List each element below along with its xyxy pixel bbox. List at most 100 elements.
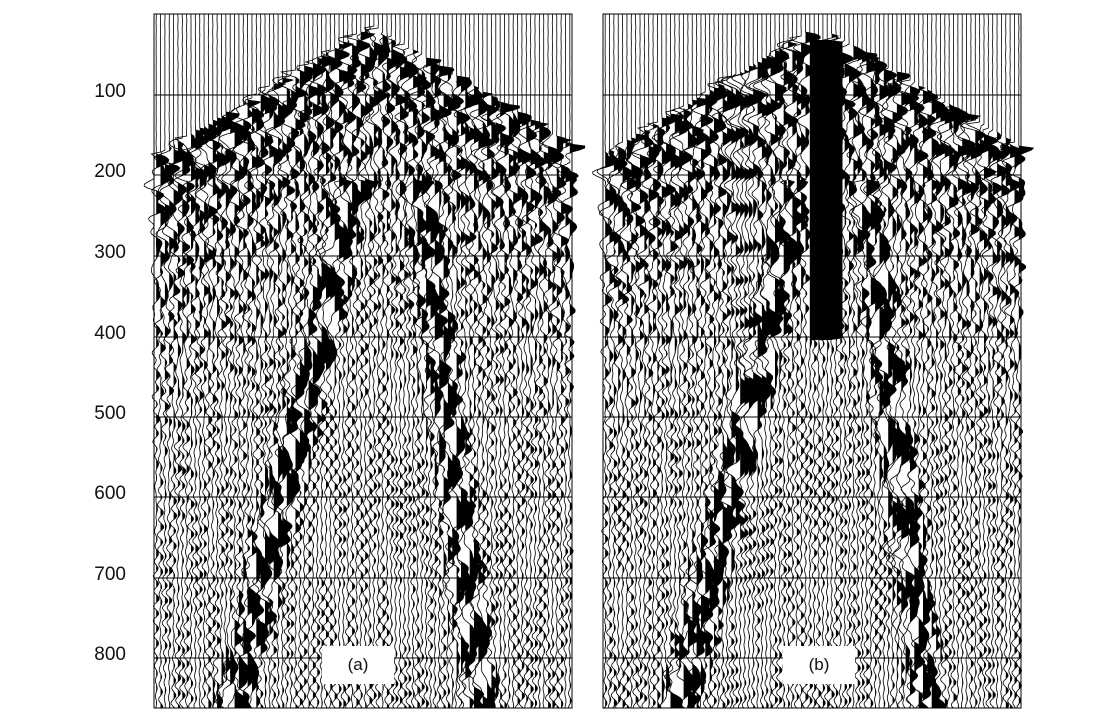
seismic-trace [838,13,862,709]
seismic-trace [150,14,171,709]
trace-fill [910,14,920,708]
time-tick-label-700: 700 [94,564,126,585]
trace-fill [186,14,195,708]
seismic-trace [939,13,964,709]
seismic-trace [421,14,449,709]
seismic-trace [706,13,730,709]
trace-fill [866,14,881,708]
trace-fill [618,14,627,708]
seismic-trace [510,14,534,709]
seismic-trace [983,13,1006,709]
seismic-trace [764,13,791,709]
seismic-trace [742,14,768,709]
seismic-trace [329,14,357,709]
trace-fill [992,14,1005,708]
seismic-trace [731,14,757,709]
trace-fill [674,14,687,708]
time-tick-label-500: 500 [94,403,126,424]
seismic-trace [825,13,845,709]
seismic-trace [928,14,952,709]
seismic-trace [716,13,744,709]
seismic-trace [168,13,189,709]
time-tick-label-100: 100 [94,81,126,102]
seismic-trace [1000,13,1026,709]
seismic-trace [885,14,911,709]
trace-fill [177,14,189,708]
trace-fill [530,14,541,708]
seismic-trace [437,14,461,709]
trace-fill [718,14,729,708]
seismic-trace [384,13,408,709]
seismic-trace [902,14,926,709]
seismic-trace [391,14,414,709]
seismic-trace [671,14,695,709]
trace-fill [879,14,892,708]
seismic-trace [960,13,983,709]
seismic-trace [242,13,268,709]
trace-fill [796,14,808,708]
seismic-trace [631,13,654,709]
seismic-trace [526,14,550,709]
trace-fill [970,14,982,708]
seismic-trace [625,13,650,709]
seismic-trace [989,14,1013,709]
seismic-trace [354,14,377,709]
time-tick-label-400: 400 [94,323,126,344]
trace-fill [252,14,264,708]
seismic-trace [617,14,638,709]
seismic-trace [153,14,181,709]
seismic-trace [659,14,686,709]
time-tick-label-600: 600 [94,483,126,504]
trace-fill [740,14,752,708]
seismic-trace [792,14,821,709]
seismic-trace [653,14,677,709]
trace-fill [936,14,949,708]
seismic-trace [391,14,417,709]
panel-a-caption: (a) [322,646,394,684]
seismic-trace [759,13,784,709]
seismic-trace [926,13,950,709]
seismic-trace [694,14,718,709]
trace-fill [513,14,522,708]
seismic-trace [781,14,809,709]
trace-fill [944,14,959,708]
seismic-trace [978,14,1000,709]
seismic-trace [556,13,586,709]
trace-fill [696,14,712,708]
time-tick-label-200: 200 [94,161,126,182]
seismic-trace [550,13,573,709]
trace-fill [347,14,359,708]
seismic-trace [469,14,494,709]
seismic-trace [408,14,437,709]
trace-fill [461,14,473,708]
trace-fill [365,14,376,708]
trace-fill [326,14,338,708]
seismic-trace [675,13,700,709]
seismic-trace [768,14,795,709]
seismic-trace [614,14,634,709]
seismic-trace [365,14,390,709]
seismic-trace [956,13,982,709]
trace-fill [243,14,256,708]
seismic-trace [981,14,1009,709]
trace-fill [957,14,971,708]
seismic-trace [169,14,191,709]
trace-fill [727,14,740,708]
seismic-trace [493,13,520,709]
trace-fill [626,14,638,708]
trace-fill [247,14,261,708]
trace-fill [352,14,367,708]
trace-fill [849,14,861,708]
seismic-trace [742,14,767,709]
seismic-trace [419,13,444,709]
trace-fill [469,14,484,708]
seismic-trace [209,14,234,709]
seismic-trace [830,14,854,709]
trace-fill [644,14,654,708]
trace-fill [382,14,391,708]
seismic-trace [321,13,346,709]
seismic-trace [992,14,1014,709]
seismic-trace [679,13,704,709]
seismic-trace [438,13,464,709]
